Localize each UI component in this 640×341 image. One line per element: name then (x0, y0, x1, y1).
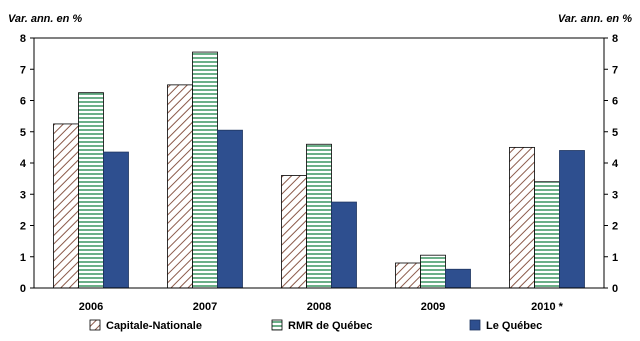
y-tick-label-right: 6 (612, 96, 618, 108)
y-tick-label-left: 6 (20, 96, 26, 108)
y-tick-label-left: 4 (20, 158, 27, 170)
bar-capitale-nationale-2006 (53, 123, 79, 289)
y-tick-label-right: 5 (612, 127, 618, 139)
y-tick-label-left: 7 (20, 64, 26, 76)
legend-swatch (89, 319, 101, 331)
y-tick-label-right: 8 (612, 33, 618, 45)
plot-area-frame (33, 37, 605, 289)
y-tick-label-right: 7 (612, 64, 618, 76)
bar-capitale-nationale-2010 (509, 146, 535, 289)
y-tick-label-left: 8 (20, 33, 26, 45)
legend-swatch (469, 319, 481, 331)
legend-label: RMR de Québec (288, 320, 372, 332)
bar-capitale-nationale-2007 (167, 84, 193, 289)
y-tick-label-right: 0 (612, 283, 618, 295)
x-tick-label: 2008 (307, 301, 331, 313)
x-tick-label: 2009 (421, 301, 445, 313)
y-tick-label-left: 3 (20, 189, 26, 201)
y-tick-label-left: 1 (20, 252, 26, 264)
y-tick-label-right: 3 (612, 189, 618, 201)
y-axis-left: 0 1 2 3 4 5 6 7 8 (20, 33, 34, 295)
y-tick-label-left: 0 (20, 283, 26, 295)
y-tick-label-left: 5 (20, 127, 26, 139)
bar-rmr-de-qu-bec-2010 (534, 181, 560, 289)
bar-le-qu-bec-2006 (103, 151, 129, 289)
bar-capitale-nationale-2008 (281, 175, 307, 289)
bar-rmr-de-qu-bec-2008 (306, 143, 332, 289)
y-unit-right: Var. ann. en % (558, 13, 632, 25)
bar-capitale-nationale-2009 (395, 262, 421, 289)
y-tick-label-left: 2 (20, 221, 26, 233)
y-tick-label-right: 1 (612, 252, 618, 264)
bars (53, 51, 585, 289)
bar-le-qu-bec-2009 (445, 268, 471, 289)
x-tick-label: 2010 * (531, 301, 564, 313)
bar-le-qu-bec-2008 (331, 201, 357, 289)
y-tick-label-right: 4 (612, 158, 619, 170)
x-tick-label: 2006 (79, 301, 103, 313)
legend-label: Le Québec (486, 320, 542, 332)
legend-label: Capitale-Nationale (106, 320, 202, 332)
bar-le-qu-bec-2007 (217, 129, 243, 289)
bar-rmr-de-qu-bec-2009 (420, 254, 446, 289)
x-axis: 2006 2007 2008 2009 2010 * (79, 301, 564, 313)
bar-rmr-de-qu-bec-2007 (192, 51, 218, 289)
bar-le-qu-bec-2010 (559, 150, 585, 289)
legend-swatch (271, 319, 283, 331)
y-unit-left: Var. ann. en % (8, 13, 82, 25)
bar-rmr-de-qu-bec-2006 (78, 92, 104, 289)
y-axis-right: 0 1 2 3 4 5 6 7 8 (604, 33, 619, 295)
y-tick-label-right: 2 (612, 221, 618, 233)
legend: Capitale-Nationale RMR de Québec Le Québec (89, 319, 542, 332)
x-tick-label: 2007 (193, 301, 217, 313)
